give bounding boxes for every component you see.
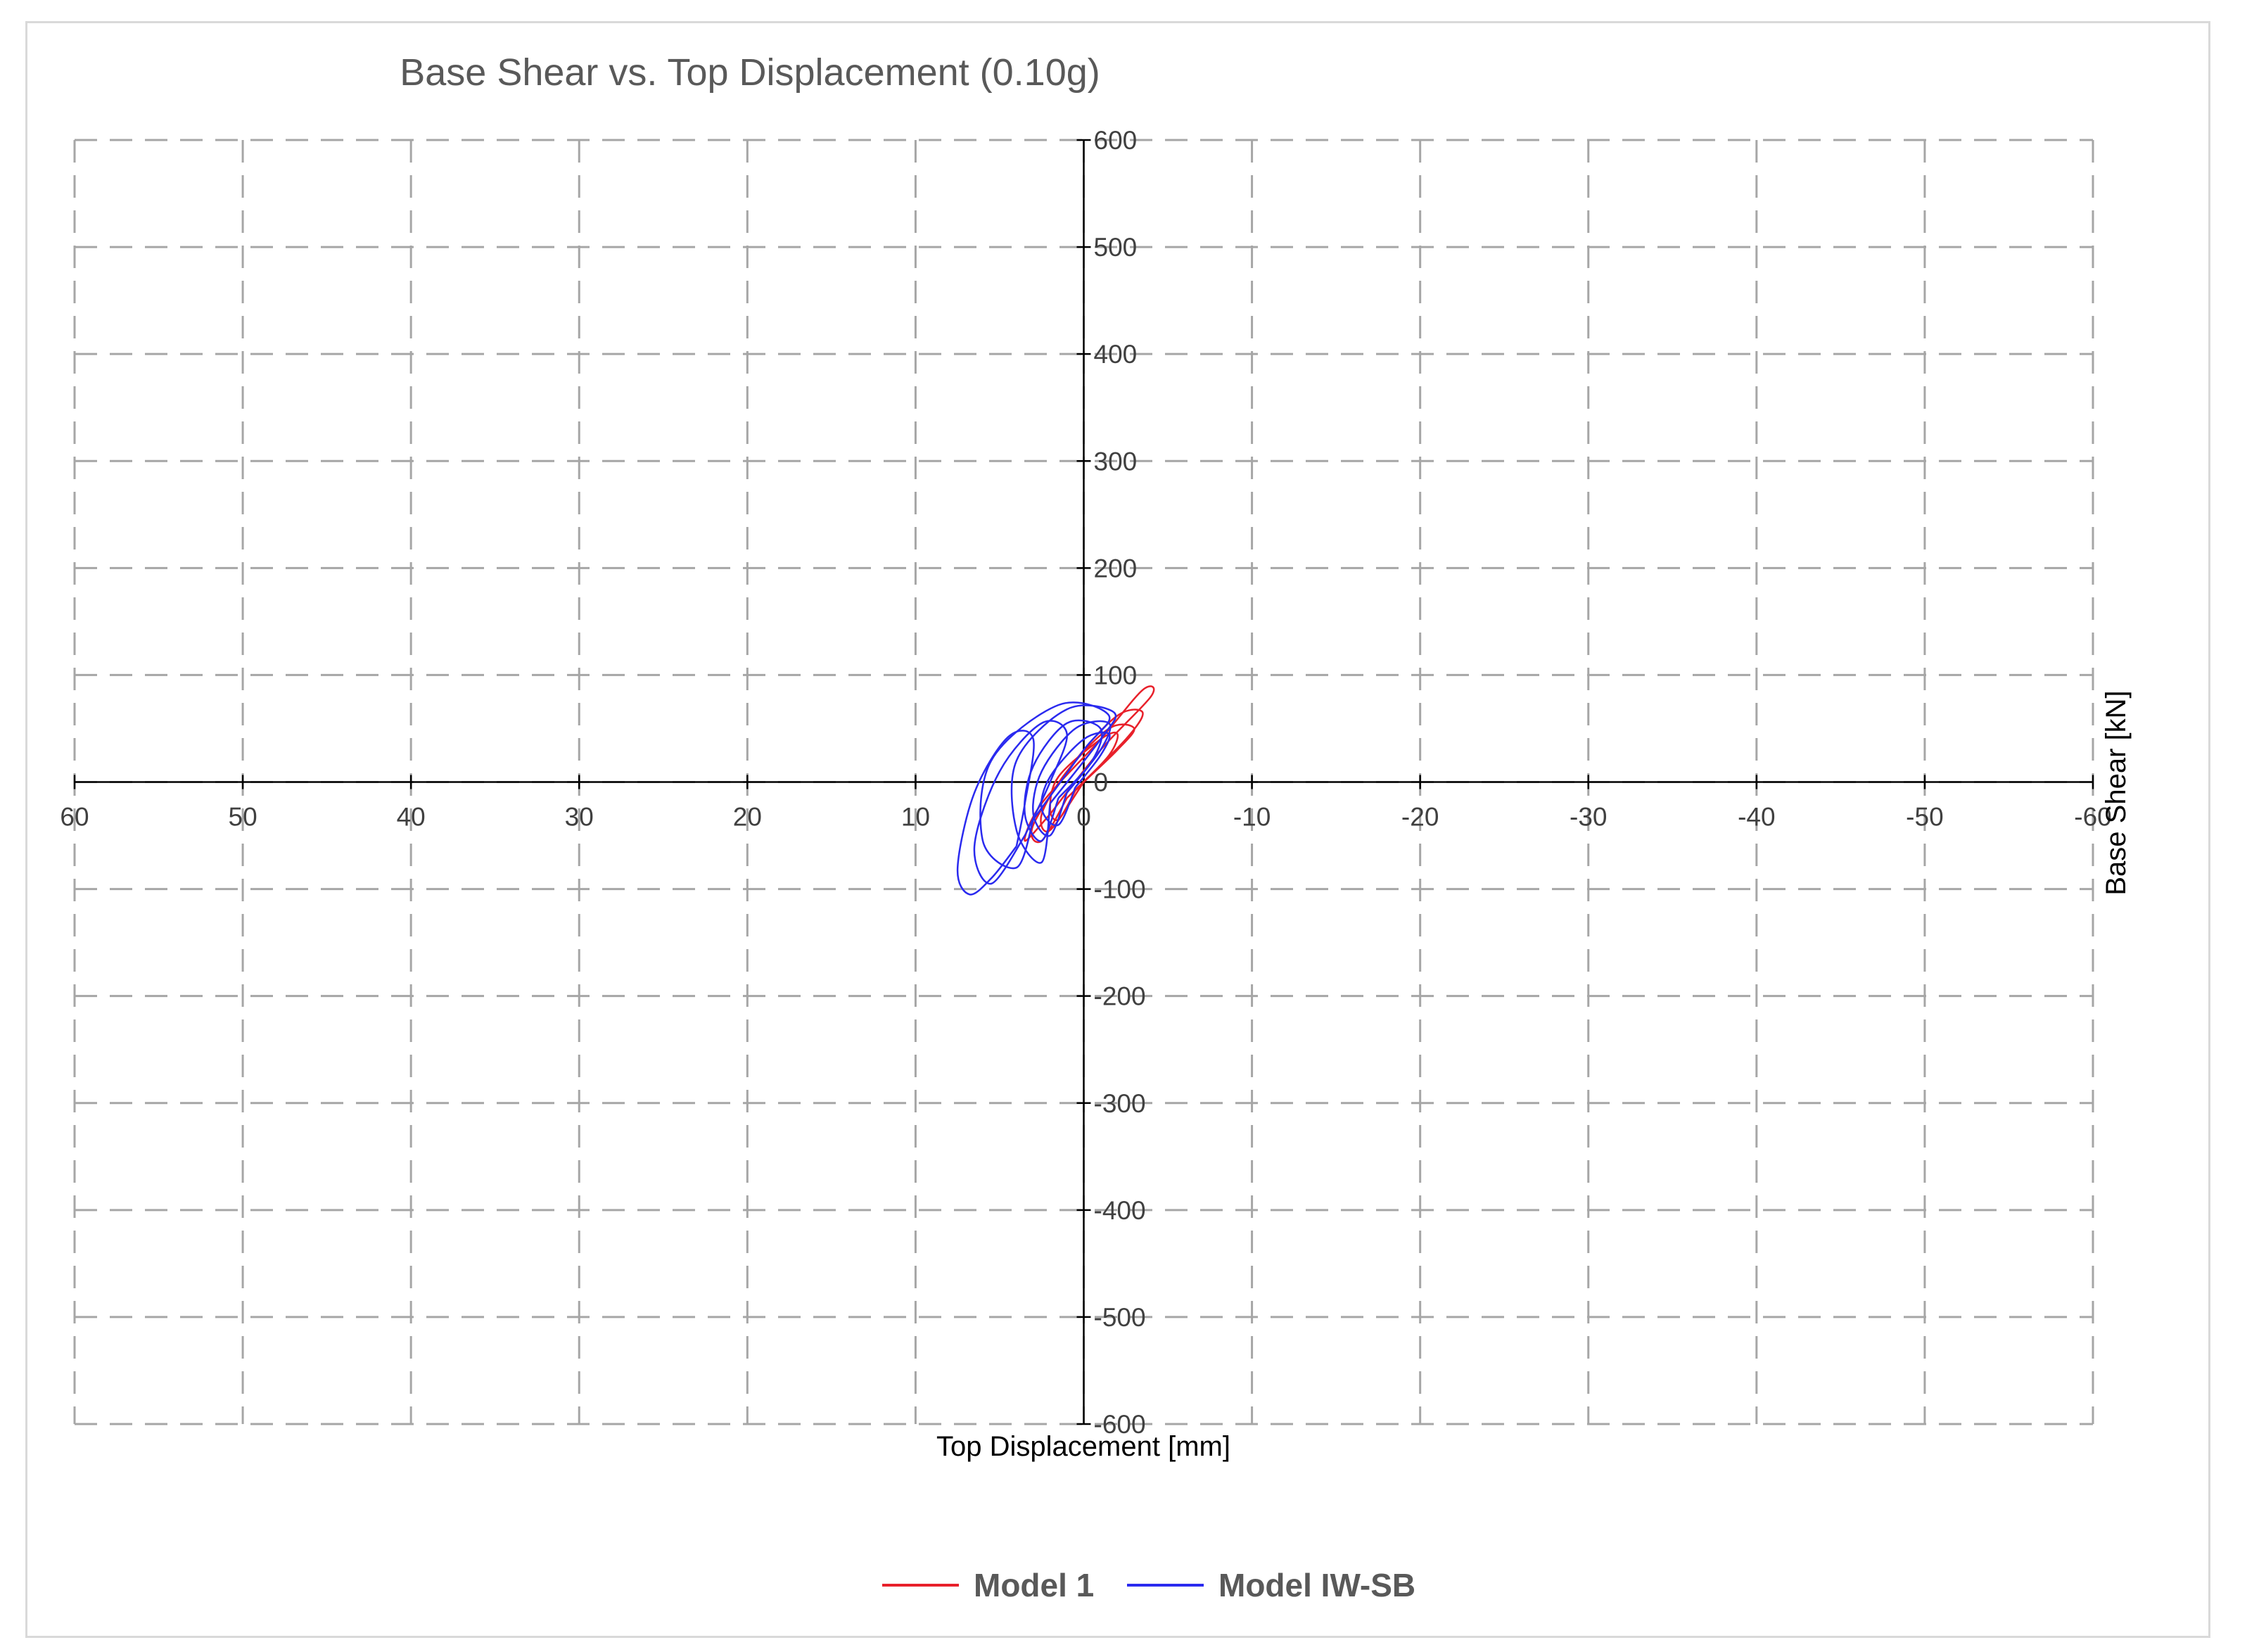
x-tick-label-6: 0 bbox=[1076, 803, 1091, 832]
x-tick-label-9: -30 bbox=[1570, 803, 1607, 832]
y-tick-label-12: -600 bbox=[1094, 1410, 1146, 1439]
y-axis-title: Base Shear [kN] bbox=[2101, 690, 2132, 895]
x-axis-title: Top Displacement [mm] bbox=[936, 1431, 1230, 1462]
y-tick-label-7: -100 bbox=[1094, 875, 1146, 904]
x-tick-label-11: -50 bbox=[1906, 803, 1943, 832]
chart-svg: Base Shear vs. Top Displacement (0.10g) … bbox=[60, 51, 2132, 1603]
y-tick-label-4: 200 bbox=[1094, 554, 1138, 583]
series-1-loop-6 bbox=[1024, 719, 1103, 842]
y-tick-label-3: 300 bbox=[1094, 447, 1138, 476]
series-1-loop-5 bbox=[1040, 731, 1111, 827]
legend: Model 1 Model IW-SB bbox=[882, 1567, 1415, 1603]
x-tick-label-10: -40 bbox=[1738, 803, 1775, 832]
chart-frame: Base Shear vs. Top Displacement (0.10g) … bbox=[25, 21, 2210, 1638]
y-tick-label-5: 100 bbox=[1094, 661, 1138, 690]
y-tick-label-10: -400 bbox=[1094, 1196, 1146, 1225]
y-tick-label-9: -300 bbox=[1094, 1089, 1146, 1118]
y-tick-label-8: -200 bbox=[1094, 982, 1146, 1011]
series-1-loop-2 bbox=[979, 701, 1111, 870]
legend-label-1: Model IW-SB bbox=[1218, 1567, 1415, 1603]
chart-title: Base Shear vs. Top Displacement (0.10g) bbox=[400, 51, 1100, 94]
y-tick-label-2: 400 bbox=[1094, 340, 1138, 369]
x-tick-label-1: 50 bbox=[229, 803, 257, 832]
x-tick-label-2: 40 bbox=[397, 803, 426, 832]
x-tick-label-0: 60 bbox=[60, 803, 89, 832]
x-tick-label-3: 30 bbox=[565, 803, 594, 832]
x-tick-label-12: -60 bbox=[2074, 803, 2111, 832]
series-1-loop-3 bbox=[973, 720, 1068, 885]
x-tick-label-4: 20 bbox=[733, 803, 762, 832]
x-tick-label-7: -10 bbox=[1233, 803, 1271, 832]
x-tick-label-8: -20 bbox=[1401, 803, 1439, 832]
y-tick-label-6: 0 bbox=[1094, 768, 1109, 797]
series-0-loop-3 bbox=[1040, 723, 1135, 832]
series-1-loop-0 bbox=[1032, 720, 1112, 837]
series-1 bbox=[956, 701, 1117, 896]
series-layer bbox=[956, 685, 1155, 896]
y-tick-label-1: 500 bbox=[1094, 233, 1138, 262]
tick-label-layer: 60 50 40 30 20 10 0 -10 -20 -30 -40 -50 -60600500400… bbox=[60, 126, 2111, 1439]
y-tick-label-0: 600 bbox=[1094, 126, 1138, 155]
legend-label-0: Model 1 bbox=[974, 1567, 1094, 1603]
series-1-loop-4 bbox=[956, 730, 1035, 896]
y-tick-label-11: -500 bbox=[1094, 1303, 1146, 1332]
x-tick-label-5: 10 bbox=[901, 803, 930, 832]
